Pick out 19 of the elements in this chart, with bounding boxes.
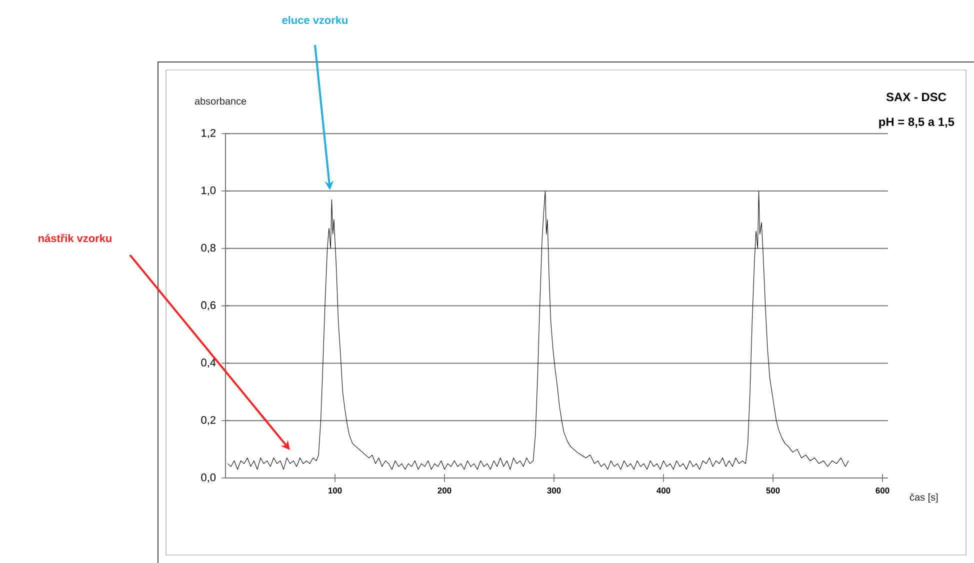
x-tick-label: 100 xyxy=(328,488,342,494)
text: eluce vzorku xyxy=(282,16,348,24)
x-tick-label: 400 xyxy=(656,488,670,494)
y-tick-label: 0,8 xyxy=(201,244,216,253)
text: pH = 8,5 a 1,5 xyxy=(879,118,954,128)
x-tick-label: 500 xyxy=(766,488,780,494)
y-tick-label: 0,6 xyxy=(201,301,216,310)
x-tick-label: 600 xyxy=(876,488,890,494)
y-tick-label: 0,2 xyxy=(201,416,216,426)
y-tick-label: 1,0 xyxy=(202,186,216,196)
y-tick-label: 0,4 xyxy=(201,358,216,368)
text: SAX - DSC xyxy=(886,92,946,102)
y-tick-label: 0,0 xyxy=(201,473,216,483)
y-tick-label: 1,2 xyxy=(202,129,216,138)
x-tick-label: 300 xyxy=(547,488,561,494)
x-axis-title: čas [s] xyxy=(910,493,938,503)
text: nástřik vzorku xyxy=(38,234,112,242)
y-axis-title: absorbance xyxy=(194,97,246,105)
x-tick-label: 200 xyxy=(438,488,452,494)
